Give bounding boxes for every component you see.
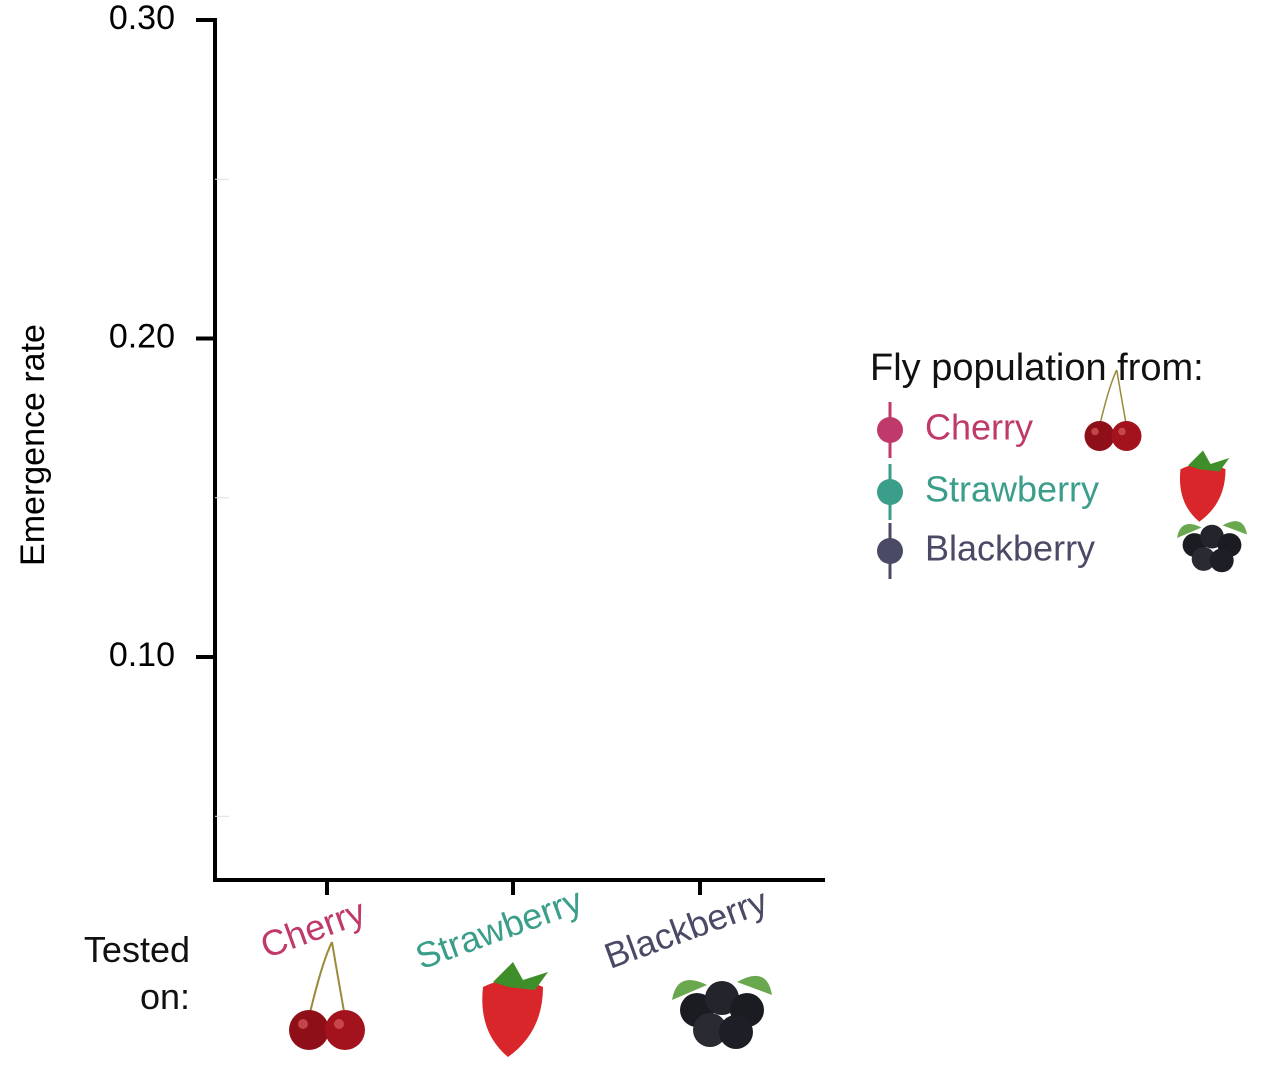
x-tick-label: Blackberry: [599, 880, 773, 977]
blackberry-icon: [672, 975, 772, 1049]
y-tick-label: 0.10: [109, 636, 175, 674]
legend-title: Fly population from:: [870, 347, 1204, 389]
cherry-icon: [288, 941, 366, 1051]
y-axis-label: Emergence rate: [14, 324, 52, 566]
legend-label: Blackberry: [925, 528, 1095, 569]
legend-strawberry-icon: [1179, 450, 1230, 522]
y-tick-label: 0.30: [109, 0, 175, 37]
legend-marker: [877, 417, 903, 443]
legend-marker: [877, 538, 903, 564]
legend-blackberry-icon: [1177, 521, 1247, 573]
strawberry-icon: [482, 962, 548, 1057]
legend-label: Cherry: [925, 407, 1033, 448]
legend-marker: [877, 479, 903, 505]
x-axis-label: Tested on:: [83, 929, 190, 1017]
x-tick-label: Cherry: [255, 891, 371, 966]
x-tick-label: Strawberry: [410, 879, 588, 977]
y-tick-label: 0.20: [109, 318, 175, 356]
legend-label: Strawberry: [925, 469, 1099, 510]
